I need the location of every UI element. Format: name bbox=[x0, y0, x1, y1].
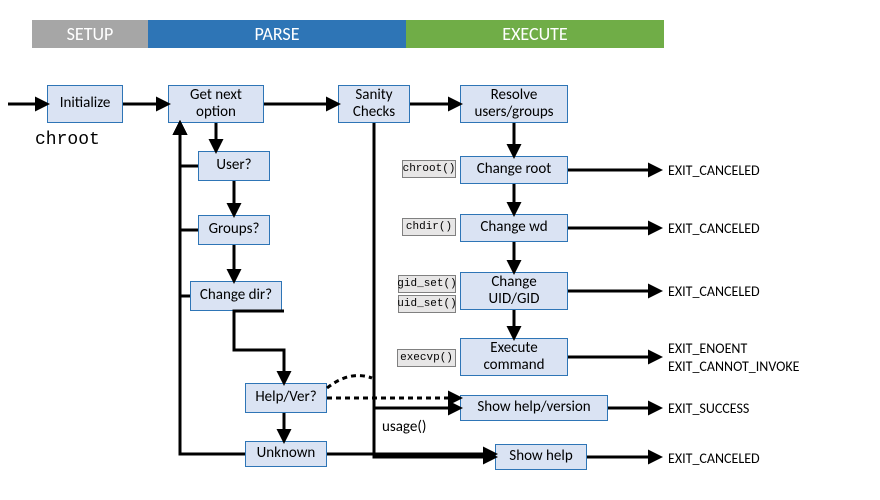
node-change-wd: Change wd bbox=[460, 214, 568, 242]
call-gid-set: gid_set() bbox=[398, 275, 456, 293]
exit-enoent: EXIT_ENOENT bbox=[668, 340, 747, 357]
call-chroot: chroot() bbox=[402, 160, 456, 178]
phase-bar: SETUP PARSE EXECUTE bbox=[32, 20, 664, 48]
node-unknown: Unknown bbox=[245, 441, 327, 467]
usage-label: usage() bbox=[382, 418, 426, 436]
call-chdir: chdir() bbox=[402, 218, 456, 236]
node-groups: Groups? bbox=[198, 215, 270, 245]
call-execvp: execvp() bbox=[397, 349, 456, 367]
node-show-help: Show help bbox=[495, 444, 587, 470]
phase-setup: SETUP bbox=[32, 20, 148, 48]
node-show-help-version: Show help/version bbox=[460, 395, 608, 421]
exit-cannot-invoke: EXIT_CANNOT_INVOKE bbox=[668, 358, 799, 375]
phase-parse: PARSE bbox=[148, 20, 406, 48]
node-resolve: Resolve users/groups bbox=[460, 85, 568, 123]
exit-success: EXIT_SUCCESS bbox=[668, 400, 749, 417]
node-get-next-option: Get next option bbox=[168, 85, 264, 123]
exit-canceled-4: EXIT_CANCELED bbox=[668, 450, 760, 467]
node-help-ver: Help/Ver? bbox=[245, 383, 327, 413]
phase-execute: EXECUTE bbox=[406, 20, 664, 48]
node-execute-command: Execute command bbox=[460, 338, 568, 376]
node-change-uid-gid: Change UID/GID bbox=[460, 272, 568, 310]
node-sanity-checks: Sanity Checks bbox=[338, 85, 410, 123]
node-initialize: Initialize bbox=[47, 85, 123, 123]
node-user: User? bbox=[198, 151, 270, 181]
call-uid-set: uid_set() bbox=[398, 295, 456, 313]
exit-canceled-1: EXIT_CANCELED bbox=[668, 162, 760, 179]
node-change-root: Change root bbox=[460, 156, 568, 184]
node-change-dir: Change dir? bbox=[190, 281, 282, 311]
exit-canceled-3: EXIT_CANCELED bbox=[668, 283, 760, 300]
entry-label: chroot bbox=[35, 130, 100, 150]
flowchart-arrows bbox=[0, 0, 880, 500]
exit-canceled-2: EXIT_CANCELED bbox=[668, 220, 760, 237]
